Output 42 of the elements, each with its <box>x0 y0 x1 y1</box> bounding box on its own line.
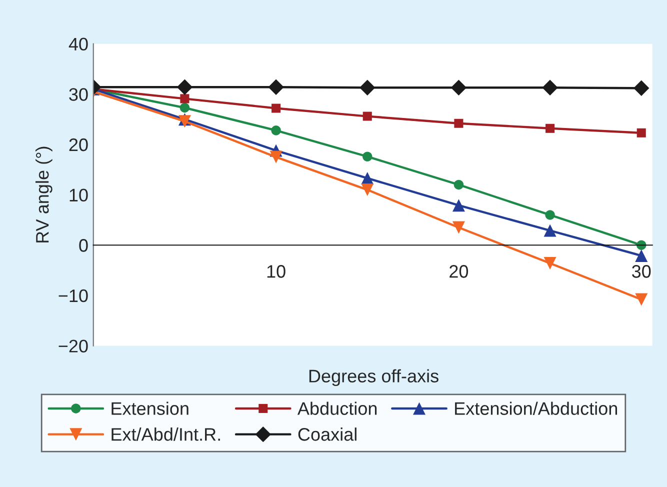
x-tick-label: 10 <box>267 265 286 278</box>
point <box>454 180 464 190</box>
y-tick-label: 10 <box>70 188 88 202</box>
point <box>361 184 374 196</box>
point <box>270 150 282 164</box>
point <box>360 80 376 96</box>
point <box>452 199 465 212</box>
y-tick-label: 40 <box>68 38 88 51</box>
point <box>544 224 556 237</box>
point <box>634 80 650 96</box>
point <box>362 112 372 121</box>
y-tick-label: −20 <box>58 340 88 352</box>
point <box>454 118 464 128</box>
y-tick-label: 0 <box>79 239 88 252</box>
y-axis-title: RV angle (°) <box>36 146 52 242</box>
x-axis-title: Degrees off-axis <box>309 369 438 386</box>
point <box>362 152 372 162</box>
point <box>542 80 558 96</box>
point <box>635 249 648 262</box>
legend-label: Extension <box>112 402 188 415</box>
point <box>268 79 284 95</box>
point <box>452 221 465 234</box>
x-tick-label: 30 <box>632 265 651 278</box>
y-tick-label: 30 <box>69 88 88 101</box>
legend-label: Coaxial <box>298 428 356 441</box>
point <box>176 79 193 95</box>
point <box>450 80 467 96</box>
x-tick-label: 20 <box>450 265 468 278</box>
point <box>545 210 555 220</box>
point <box>546 124 555 133</box>
point <box>544 256 556 270</box>
point <box>636 128 646 138</box>
legend-label: Abduction <box>297 402 377 415</box>
legend-label: Ext/Abd/Int.R. <box>112 428 220 441</box>
legend-label: Extension/Abduction <box>455 402 618 415</box>
point <box>635 293 648 306</box>
point <box>180 94 190 104</box>
point <box>272 104 281 113</box>
y-tick-label: −10 <box>58 289 88 302</box>
point <box>180 102 190 113</box>
point <box>271 126 281 136</box>
y-tick-label: 20 <box>69 138 88 152</box>
